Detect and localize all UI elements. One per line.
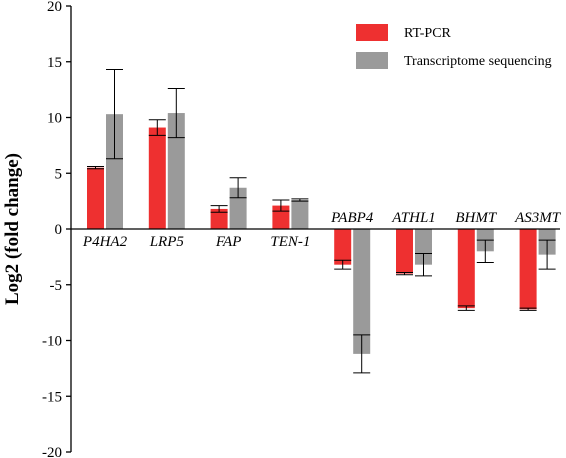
bar-transcriptome-lrp5 [167, 113, 185, 229]
y-tick-label: -15 [42, 389, 62, 405]
category-label: BHMT [455, 210, 497, 226]
bar-rt-pcr-lrp5 [148, 127, 166, 229]
y-tick-label: 10 [47, 111, 62, 127]
bars-group [87, 69, 556, 374]
y-tick-label: -20 [42, 445, 62, 458]
legend-swatch [356, 24, 388, 41]
bar-transcriptome-athl1 [415, 229, 432, 265]
y-axis: -20 -15 -10 -5 0 5 10 15 20 [42, 0, 72, 458]
y-tick-label: -5 [50, 278, 63, 294]
category-label: LRP5 [149, 234, 185, 250]
legend-label: RT-PCR [404, 26, 452, 41]
bar-rt-pcr-athl1 [396, 229, 413, 274]
bar-rt-pcr-fap [210, 208, 228, 229]
category-label: PABP4 [330, 210, 374, 226]
y-tick-label: 20 [47, 0, 62, 15]
bar-rt-pcr-pabp4 [334, 229, 352, 265]
y-tick-label: 5 [55, 166, 63, 182]
bar-transcriptome-pabp4 [353, 229, 371, 354]
bar-rt-pcr-p4ha2 [87, 167, 104, 229]
y-tick-label: 15 [47, 55, 62, 71]
category-labels: P4HA2 LRP5 FAP TEN-1 PABP4 ATHL1 BHMT AS3MT [82, 210, 562, 250]
legend-label: Transcriptome sequencing [404, 54, 552, 69]
y-axis-label: Log2 (fold change) [2, 153, 23, 305]
y-tick-label: 0 [55, 222, 63, 238]
legend-swatch [356, 52, 388, 69]
y-tick-label: -10 [42, 334, 62, 350]
legend: RT-PCR Transcriptome sequencing [356, 24, 552, 69]
category-label: P4HA2 [82, 234, 128, 250]
bar-rt-pcr-as3mt [519, 229, 537, 310]
category-label: AS3MT [514, 210, 562, 226]
bar-transcriptome-ten-1 [291, 200, 309, 229]
bar-rt-pcr-bhmt [457, 229, 475, 309]
bar-transcriptome-p4ha2 [106, 114, 123, 229]
category-label: TEN-1 [270, 234, 310, 250]
category-label: ATHL1 [391, 210, 436, 226]
category-label: FAP [215, 234, 242, 250]
